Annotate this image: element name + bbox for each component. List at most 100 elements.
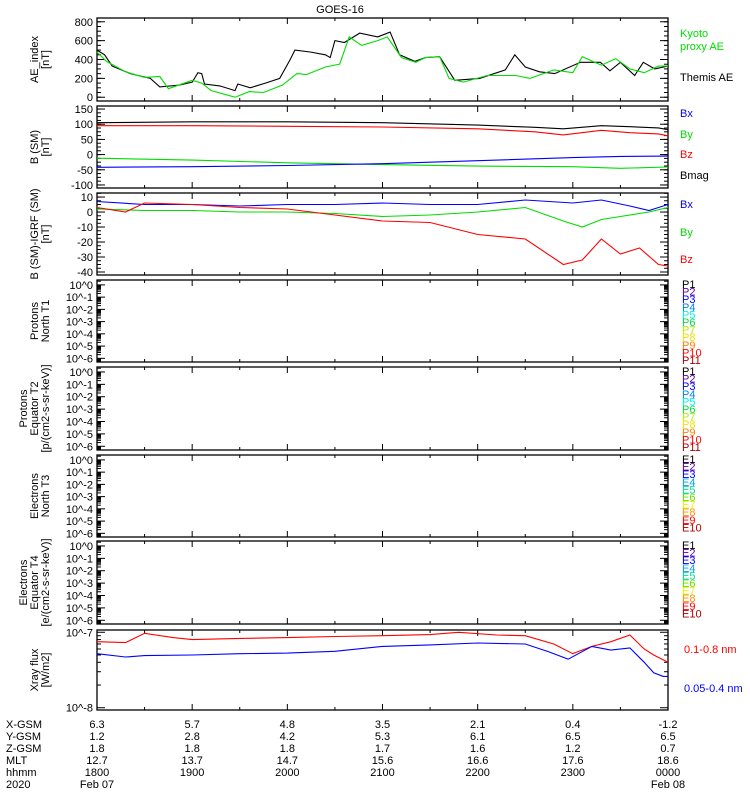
ephemeris-row-label: 2020 bbox=[6, 779, 30, 791]
ephemeris-cell: 1.6 bbox=[470, 743, 485, 755]
y-tick-label: 10^-5 bbox=[66, 603, 93, 615]
y-axis-label: B (SM) bbox=[29, 130, 41, 164]
ephemeris-row-label: hhmm bbox=[6, 767, 37, 779]
ephemeris-cell: 6.5 bbox=[565, 731, 580, 743]
ephemeris-cell: Feb 08 bbox=[651, 779, 685, 791]
y-tick-label: 0 bbox=[87, 92, 93, 104]
legend-label: Themis AE bbox=[680, 72, 733, 84]
y-axis-label: Xray flux bbox=[29, 648, 41, 691]
legend-label: P7 bbox=[682, 325, 695, 337]
legend-label: P3 bbox=[682, 381, 695, 393]
ephemeris-row-label: Y-GSM bbox=[6, 731, 41, 743]
legend-label: E3 bbox=[682, 555, 695, 567]
ephemeris-cell: 2.1 bbox=[470, 719, 485, 731]
ephemeris-row-label: Z-GSM bbox=[6, 743, 41, 755]
ephemeris-cell: 13.7 bbox=[181, 755, 202, 767]
y-axis-label: [nT] bbox=[40, 50, 52, 69]
legend-label: E5 bbox=[682, 484, 695, 496]
legend-label: P6 bbox=[682, 404, 695, 416]
panel-frame bbox=[96, 105, 669, 189]
legend-label: E7 bbox=[682, 500, 695, 512]
y-tick-label: -100 bbox=[71, 180, 93, 192]
y-tick-label: 10^-3 bbox=[66, 578, 93, 590]
y-axis-label: Equator T2 bbox=[29, 381, 41, 435]
y-tick-label: 10^-4 bbox=[66, 417, 93, 429]
series-0-1-0-8-nm bbox=[96, 631, 669, 663]
y-tick-label: 0 bbox=[87, 207, 93, 219]
ephemeris-cell: 5.3 bbox=[375, 731, 390, 743]
y-tick-label: 10^-2 bbox=[66, 566, 93, 578]
legend-label: Kyoto bbox=[680, 28, 708, 40]
y-tick-label: 10^-3 bbox=[66, 492, 93, 504]
panel-xray: 10^-8 10^-7 Xray flux [W/m2] 0.1-0.8 nm 0.05-… bbox=[29, 627, 743, 714]
y-tick-label: 800 bbox=[75, 17, 93, 29]
panel-protons_t1: 10^010^-110^-210^-310^-410^-510^-6 Proton… bbox=[29, 279, 702, 367]
ephemeris-cell: Feb 07 bbox=[80, 779, 114, 791]
legend-label: P1 bbox=[682, 366, 695, 378]
y-axis-label: [p/(cm2-s-sr-keV)] bbox=[40, 365, 52, 453]
legend-label: P9 bbox=[682, 340, 695, 352]
ephemeris-cell: 1.2 bbox=[89, 731, 104, 743]
ephemeris-cell: 4.2 bbox=[280, 731, 295, 743]
ephemeris-cell: 6.3 bbox=[89, 719, 104, 731]
ephemeris-cell: 0.4 bbox=[565, 719, 580, 731]
legend-label: E2 bbox=[682, 462, 695, 474]
y-tick-label: 10^-4 bbox=[66, 329, 93, 341]
y-tick-label: 10^-6 bbox=[66, 441, 93, 453]
y-tick-label: 10 bbox=[81, 192, 93, 204]
y-tick-label: 10^0 bbox=[69, 280, 93, 292]
y-tick-label: 10^-2 bbox=[66, 304, 93, 316]
panel-b_minus_igrf: -40 -30 -20 -10 0 10 B (SM)-IGRF (SM) [nT] Bx By B… bbox=[29, 188, 693, 279]
y-tick-label: 10^-6 bbox=[66, 615, 93, 627]
ephemeris-cell: 2000 bbox=[275, 767, 299, 779]
y-tick-label: 10^-5 bbox=[66, 516, 93, 528]
legend-label: P8 bbox=[682, 419, 695, 431]
series-bmag bbox=[96, 121, 669, 131]
ephemeris-cell: 12.7 bbox=[86, 755, 107, 767]
y-tick-label: 10^-1 bbox=[66, 379, 93, 391]
y-tick-label: 10^0 bbox=[69, 541, 93, 553]
y-tick-label: 10^-6 bbox=[66, 528, 93, 540]
y-axis-label: Electrons bbox=[18, 559, 30, 605]
ephemeris-cell: 1900 bbox=[180, 767, 204, 779]
ephemeris-row-label: X-GSM bbox=[6, 719, 42, 731]
y-axis-label: [nT] bbox=[40, 138, 52, 157]
y-tick-label: -30 bbox=[77, 252, 93, 264]
chart-title: GOES-16 bbox=[316, 4, 364, 16]
panel-electrons_t3: 10^010^-110^-210^-310^-410^-510^-6 Electr… bbox=[29, 454, 702, 540]
series-bx bbox=[96, 199, 669, 212]
y-axis-label: North T1 bbox=[40, 300, 52, 343]
y-tick-label: 50 bbox=[81, 134, 93, 146]
legend-label: proxy AE bbox=[680, 41, 724, 53]
y-tick-label: -40 bbox=[77, 267, 93, 279]
y-tick-label: 100 bbox=[75, 119, 93, 131]
legend-label: P6 bbox=[682, 317, 695, 329]
legend-label: P9 bbox=[682, 427, 695, 439]
y-tick-label: 10^0 bbox=[69, 455, 93, 467]
legend-label: E2 bbox=[682, 548, 695, 560]
legend-label: Bx bbox=[680, 108, 693, 120]
panel-frame bbox=[96, 454, 669, 538]
ephemeris-row-label: MLT bbox=[6, 755, 27, 767]
series-bz bbox=[96, 202, 669, 267]
legend-label: Bz bbox=[680, 254, 693, 266]
legend-label: E8 bbox=[682, 507, 695, 519]
y-tick-label: 10^-4 bbox=[66, 591, 93, 603]
y-axis-label: Equator T4 bbox=[29, 555, 41, 609]
y-tick-label: 10^-1 bbox=[66, 467, 93, 479]
ephemeris-cell: 1.8 bbox=[89, 743, 104, 755]
y-axis-label: [nT] bbox=[40, 225, 52, 244]
y-axis-label: North T3 bbox=[40, 475, 52, 518]
ephemeris-cell: 0000 bbox=[656, 767, 680, 779]
ephemeris-cell: 2300 bbox=[561, 767, 585, 779]
y-tick-label: 10^-3 bbox=[66, 317, 93, 329]
ephemeris-cell: 6.1 bbox=[470, 731, 485, 743]
y-tick-label: 10^-8 bbox=[66, 703, 93, 715]
ephemeris-cell: 14.7 bbox=[277, 755, 298, 767]
ephemeris-cell: 16.6 bbox=[467, 755, 488, 767]
panel-frame bbox=[96, 279, 669, 363]
y-tick-label: 10^-5 bbox=[66, 341, 93, 353]
series-themis-ae bbox=[96, 31, 669, 92]
ephemeris-cell: 2.8 bbox=[185, 731, 200, 743]
